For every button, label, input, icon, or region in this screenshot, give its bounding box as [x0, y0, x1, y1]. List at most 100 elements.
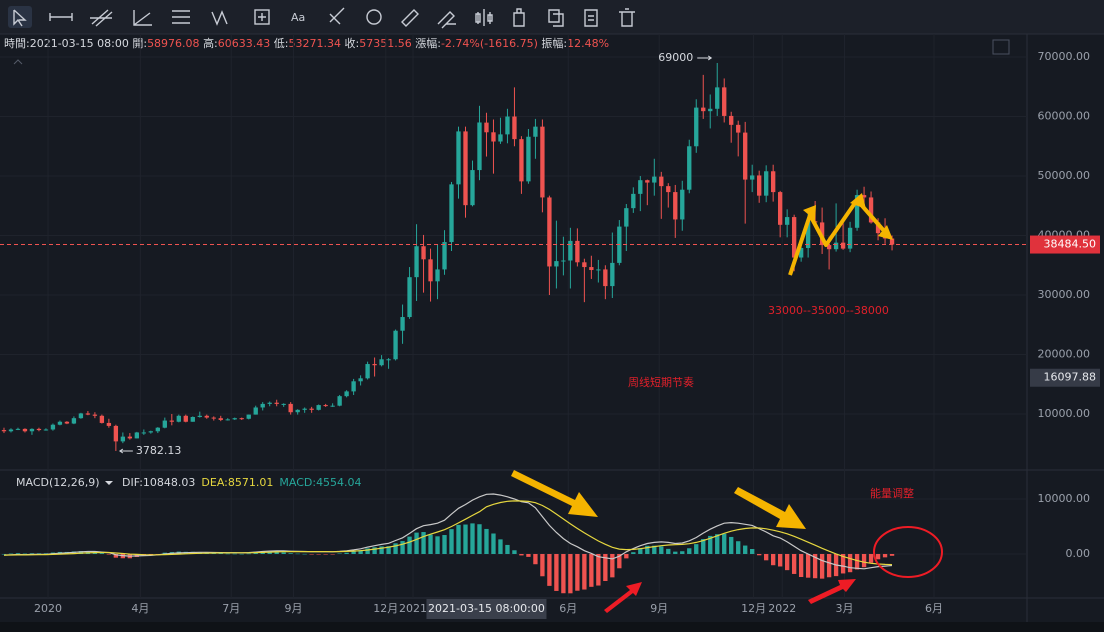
macd-bar — [743, 545, 748, 554]
angle-tool[interactable] — [133, 10, 152, 26]
candle-body — [64, 421, 70, 424]
macd-bar — [295, 553, 300, 555]
pen-tool[interactable] — [437, 11, 456, 29]
copy-tool[interactable] — [548, 9, 564, 27]
candle-body — [596, 269, 601, 271]
macd-arrow-2 — [734, 487, 806, 529]
collapse-button[interactable] — [13, 59, 23, 65]
change-label: 漲幅: — [415, 37, 441, 50]
y-tick-label: 50000.00 — [1038, 169, 1091, 182]
macd-bar — [729, 536, 734, 554]
zigzag-heads — [803, 193, 893, 240]
delete-tool[interactable] — [619, 8, 635, 27]
hline-tool[interactable] — [49, 13, 73, 21]
channel-tool[interactable] — [90, 9, 113, 27]
macd-bar — [764, 553, 769, 561]
edit-tool[interactable] — [584, 9, 598, 27]
macd-bar — [519, 553, 524, 556]
candle-body — [805, 221, 811, 249]
x-tick-label: 6月 — [559, 602, 577, 615]
candle-body — [889, 238, 895, 245]
brush-tool[interactable] — [329, 7, 345, 25]
candle-body — [680, 189, 685, 220]
candle-body — [784, 217, 790, 225]
macd-bar — [826, 553, 832, 578]
candle-body — [868, 197, 874, 223]
fullscreen-button[interactable] — [992, 39, 1010, 55]
wave-tool[interactable] — [211, 10, 228, 26]
macd-bar — [498, 539, 503, 554]
macd-bar — [791, 553, 797, 574]
amplitude-label: 振幅: — [541, 36, 567, 50]
candle-tool[interactable] — [475, 9, 493, 26]
candle-body — [840, 242, 846, 249]
candle-body — [491, 132, 496, 142]
x-tick-label: 9月 — [650, 602, 668, 615]
bottom-strip — [0, 622, 1104, 632]
macd-bar — [449, 529, 454, 554]
macd-bar — [840, 553, 846, 574]
macd-bar — [819, 553, 825, 579]
macd-bar — [603, 553, 608, 581]
macd-bar — [610, 553, 615, 578]
candle-body — [197, 415, 202, 417]
candle-body — [99, 415, 105, 423]
x-tick-label: 12月 — [373, 602, 398, 615]
candle-body — [708, 108, 713, 112]
macd-bar — [351, 551, 356, 554]
y-tick-label: 10000.00 — [1038, 407, 1091, 420]
macd-bar — [358, 550, 363, 554]
fib-tool[interactable] — [172, 10, 190, 24]
macd-bar — [379, 546, 384, 554]
candle-body — [798, 248, 804, 258]
candle-body — [127, 436, 133, 439]
candle-body — [484, 122, 489, 133]
macd-bar — [316, 553, 321, 555]
candle-body — [295, 409, 300, 413]
candle-body — [316, 405, 321, 410]
candle-body — [407, 277, 412, 318]
lock-tool[interactable] — [513, 8, 525, 27]
candle-body — [666, 186, 671, 193]
macd-bar — [624, 553, 629, 559]
candle-body — [337, 396, 342, 406]
candle-body — [505, 116, 510, 135]
macd-bar — [854, 553, 860, 570]
rect-tool[interactable] — [254, 9, 270, 25]
macd-bar — [652, 545, 657, 554]
macd-bar — [533, 553, 538, 565]
macd-bar — [29, 553, 35, 554]
last-price-label: 38484.50 — [1044, 238, 1097, 251]
candle-body — [435, 269, 440, 282]
candle-body — [659, 176, 664, 187]
ruler-tool[interactable] — [401, 9, 419, 27]
high-label: 69000 — [658, 51, 693, 64]
candle-body — [722, 87, 727, 116]
macd-bar — [162, 552, 167, 554]
candle-body — [379, 359, 384, 366]
candle-body — [470, 170, 475, 206]
macd-bar — [106, 553, 112, 555]
candle-body — [512, 116, 517, 140]
macd-bar — [617, 553, 622, 569]
macd-bar — [463, 524, 468, 554]
toolbar: Aa — [0, 0, 1104, 34]
macd-bar — [484, 528, 489, 554]
annotation-levels: 33000--35000--38000 — [768, 304, 889, 317]
macd-bar — [246, 553, 251, 555]
low: 53271.34 — [289, 37, 342, 50]
candle-body — [204, 415, 209, 418]
candle-body — [29, 428, 35, 432]
candle-body — [372, 364, 377, 366]
candle-body — [162, 420, 167, 428]
candle-body — [274, 402, 279, 404]
cursor-tool[interactable] — [8, 6, 32, 28]
open-label: 開: — [132, 37, 147, 50]
macd-bar — [847, 553, 853, 573]
time: 2021-03-15 08:00 — [30, 37, 129, 50]
macd-bar — [456, 524, 461, 554]
text-tool[interactable]: Aa — [291, 11, 305, 24]
macd-bar — [407, 536, 412, 554]
x-tick-label: 3月 — [835, 602, 853, 615]
measure-tool[interactable] — [366, 9, 382, 25]
